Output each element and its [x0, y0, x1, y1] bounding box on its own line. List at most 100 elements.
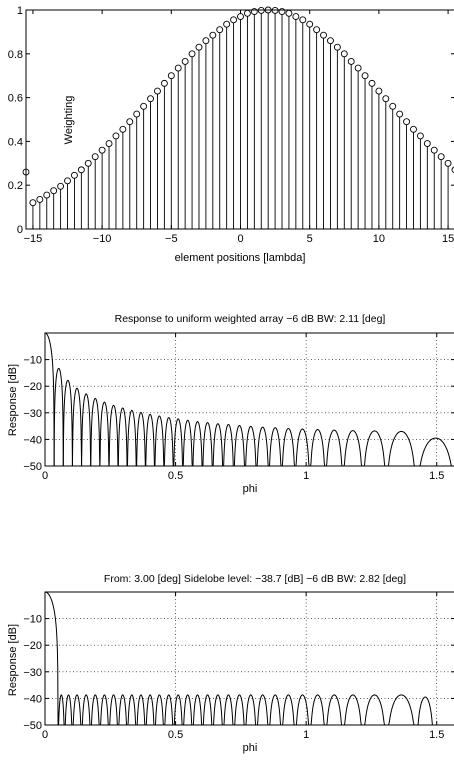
uniform-response-side-lobe [193, 422, 203, 466]
tapered-response-side-lobe [127, 695, 136, 725]
tapered-response-side-lobe [202, 695, 212, 725]
weighting-marker [376, 88, 382, 94]
tapered-response-main-lobe [45, 592, 58, 725]
weighting-axes-frame [26, 10, 454, 229]
uniform-response-plot-area [45, 333, 454, 466]
weighting-marker [113, 133, 119, 139]
weighting-marker [210, 32, 216, 38]
uniform-response-x-axis-label: phi [243, 483, 258, 495]
uniform-response-side-lobe [325, 430, 343, 466]
weighting-marker [231, 17, 237, 23]
uniform-response-side-lobe [245, 426, 256, 466]
weighting-marker [203, 38, 209, 44]
tapered-response-x-tick-label: 1 [303, 729, 309, 741]
tapered-response-side-lobe [164, 695, 173, 725]
uniform-response-side-lobe [155, 416, 164, 466]
tapered-response-side-lobe [234, 695, 245, 725]
weighting-marker [355, 65, 361, 71]
weighting-marker [327, 38, 333, 44]
weighting-x-tick-label: 10 [373, 233, 385, 245]
weighting-marker [244, 10, 250, 16]
uniform-response-side-lobe [82, 394, 91, 466]
tapered-response-side-lobe [91, 695, 100, 725]
tapered-response-y-tick-label: −10 [23, 614, 42, 626]
uniform-response-side-lobe [63, 380, 72, 466]
weighting-marker [334, 44, 340, 50]
uniform-response-side-lobe [183, 420, 193, 466]
weighting-x-tick-label: −5 [165, 233, 178, 245]
weighting-marker [431, 147, 437, 153]
uniform-response-side-lobe [416, 438, 454, 466]
weighting-marker [362, 73, 368, 79]
weighting-marker [65, 178, 71, 184]
uniform-response-side-lobe [100, 402, 109, 466]
tapered-response-side-lobe [100, 695, 109, 725]
weighting-marker [417, 133, 423, 139]
tapered-response-side-lobe [386, 695, 416, 725]
tapered-response-chart: From: 3.00 [deg] Sidelobe level: −38.7 [… [7, 573, 454, 754]
weighting-marker [189, 51, 195, 57]
uniform-response-side-lobe [282, 428, 296, 466]
tapered-response-x-tick-label: 1.5 [429, 729, 444, 741]
uniform-response-y-tick-label: −20 [23, 381, 42, 393]
tapered-response-side-lobe [310, 695, 326, 725]
uniform-response-side-lobe [310, 430, 326, 466]
weighting-marker [30, 200, 36, 206]
tapered-response-y-axis-label: Response [dB] [7, 624, 19, 696]
tapered-response-side-lobe [109, 695, 118, 725]
uniform-response-side-lobe [91, 398, 100, 466]
tapered-response-side-lobe [245, 695, 256, 725]
weighting-marker [99, 147, 105, 153]
uniform-response-axes-frame [45, 333, 454, 466]
tapered-response-side-lobe [269, 695, 282, 725]
weighting-marker [141, 103, 147, 109]
weighting-marker [44, 192, 50, 198]
uniform-response-side-lobe [173, 419, 182, 466]
uniform-response-side-lobe [164, 418, 173, 466]
uniform-response-side-lobe [136, 413, 145, 466]
weighting-plot-area [23, 7, 454, 229]
tapered-response-x-tick-label: 0.5 [168, 729, 183, 741]
tapered-response-side-lobe [282, 695, 296, 725]
weighting-marker [404, 119, 410, 125]
weighting-y-tick-label: 0.6 [8, 93, 23, 105]
uniform-response-side-lobe [118, 408, 127, 466]
uniform-response-side-lobe [72, 388, 81, 466]
weighting-marker [279, 9, 285, 15]
tapered-response-y-tick-label: −50 [23, 720, 42, 732]
tapered-response-y-tick-label: −20 [23, 640, 42, 652]
weighting-marker [175, 65, 181, 71]
uniform-response-side-lobe [213, 424, 223, 466]
weighting-marker [168, 73, 174, 79]
weighting-marker [217, 27, 223, 33]
weighting-marker [127, 119, 133, 125]
tapered-response-side-lobe [343, 695, 363, 725]
weighting-y-tick-label: 0 [17, 224, 23, 236]
weighting-marker [196, 44, 202, 50]
weighting-marker [293, 14, 299, 20]
tapered-response-side-lobe [146, 695, 155, 725]
weighting-marker [85, 160, 91, 166]
tapered-response-side-lobe [257, 695, 269, 725]
tapered-response-side-lobe [223, 695, 234, 725]
tapered-response-side-lobe [213, 695, 223, 725]
weighting-marker [348, 58, 354, 64]
weighting-marker [286, 10, 292, 16]
weighting-marker [51, 188, 57, 194]
tapered-response-side-lobe [295, 695, 310, 725]
tapered-response-title: From: 3.00 [deg] Sidelobe level: −38.7 [… [104, 573, 406, 585]
tapered-response-x-axis-label: phi [243, 742, 258, 754]
tapered-response-y-tick-label: −30 [23, 667, 42, 679]
uniform-response-x-tick-label: 1 [303, 470, 309, 482]
uniform-response-x-tick-label: 0.5 [168, 470, 183, 482]
uniform-response-chart: Response to uniform weighted array −6 dB… [7, 313, 454, 495]
weighting-marker [438, 154, 444, 160]
tapered-response-side-lobe [363, 695, 387, 725]
uniform-response-y-tick-label: −50 [23, 461, 42, 473]
weighting-marker [78, 167, 84, 173]
weighting-marker [106, 141, 112, 147]
uniform-response-side-lobe [202, 423, 212, 466]
weighting-marker [300, 17, 306, 23]
weighting-marker [424, 141, 430, 147]
